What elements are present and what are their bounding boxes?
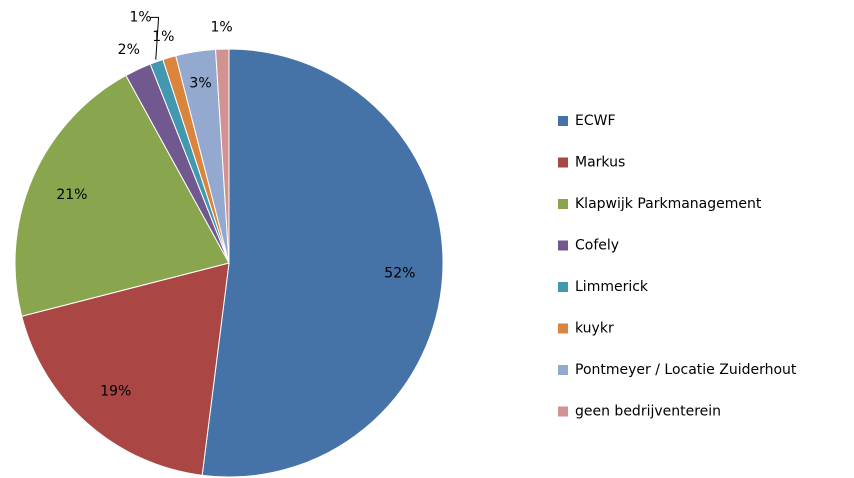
legend-swatch [558,406,568,417]
data-label: 1% [210,20,232,36]
pie-slice [215,48,230,264]
legend-swatch [558,240,568,251]
pie-slice [21,262,230,476]
legend-label: Klapwijk Parkmanagement [575,196,762,212]
legend-swatch [558,157,568,168]
legend-label: Pontmeyer / Locatie Zuiderhout [575,362,797,378]
pie-slice [201,48,444,478]
legend-label: ECWF [575,113,616,129]
legend-swatch [558,323,568,334]
legend-label: Limmerick [575,279,649,295]
data-label: 2% [118,42,140,58]
legend-label: Cofely [575,238,619,254]
pie-slice [14,74,230,317]
legend-label: geen bedrijventerein [575,404,721,420]
legend-label: Markus [575,155,625,171]
legend-swatch [558,282,568,292]
legend-swatch [558,199,568,209]
data-label: 52% [384,266,415,282]
data-label: 1% [129,9,151,25]
legend-swatch [558,116,568,126]
leader-line [150,16,160,60]
data-label: 21% [56,187,87,203]
data-label: 3% [189,75,211,91]
legend-label: kuykr [575,321,614,337]
data-label: 1% [152,29,174,45]
data-label: 19% [100,383,131,399]
legend-swatch [558,365,568,375]
